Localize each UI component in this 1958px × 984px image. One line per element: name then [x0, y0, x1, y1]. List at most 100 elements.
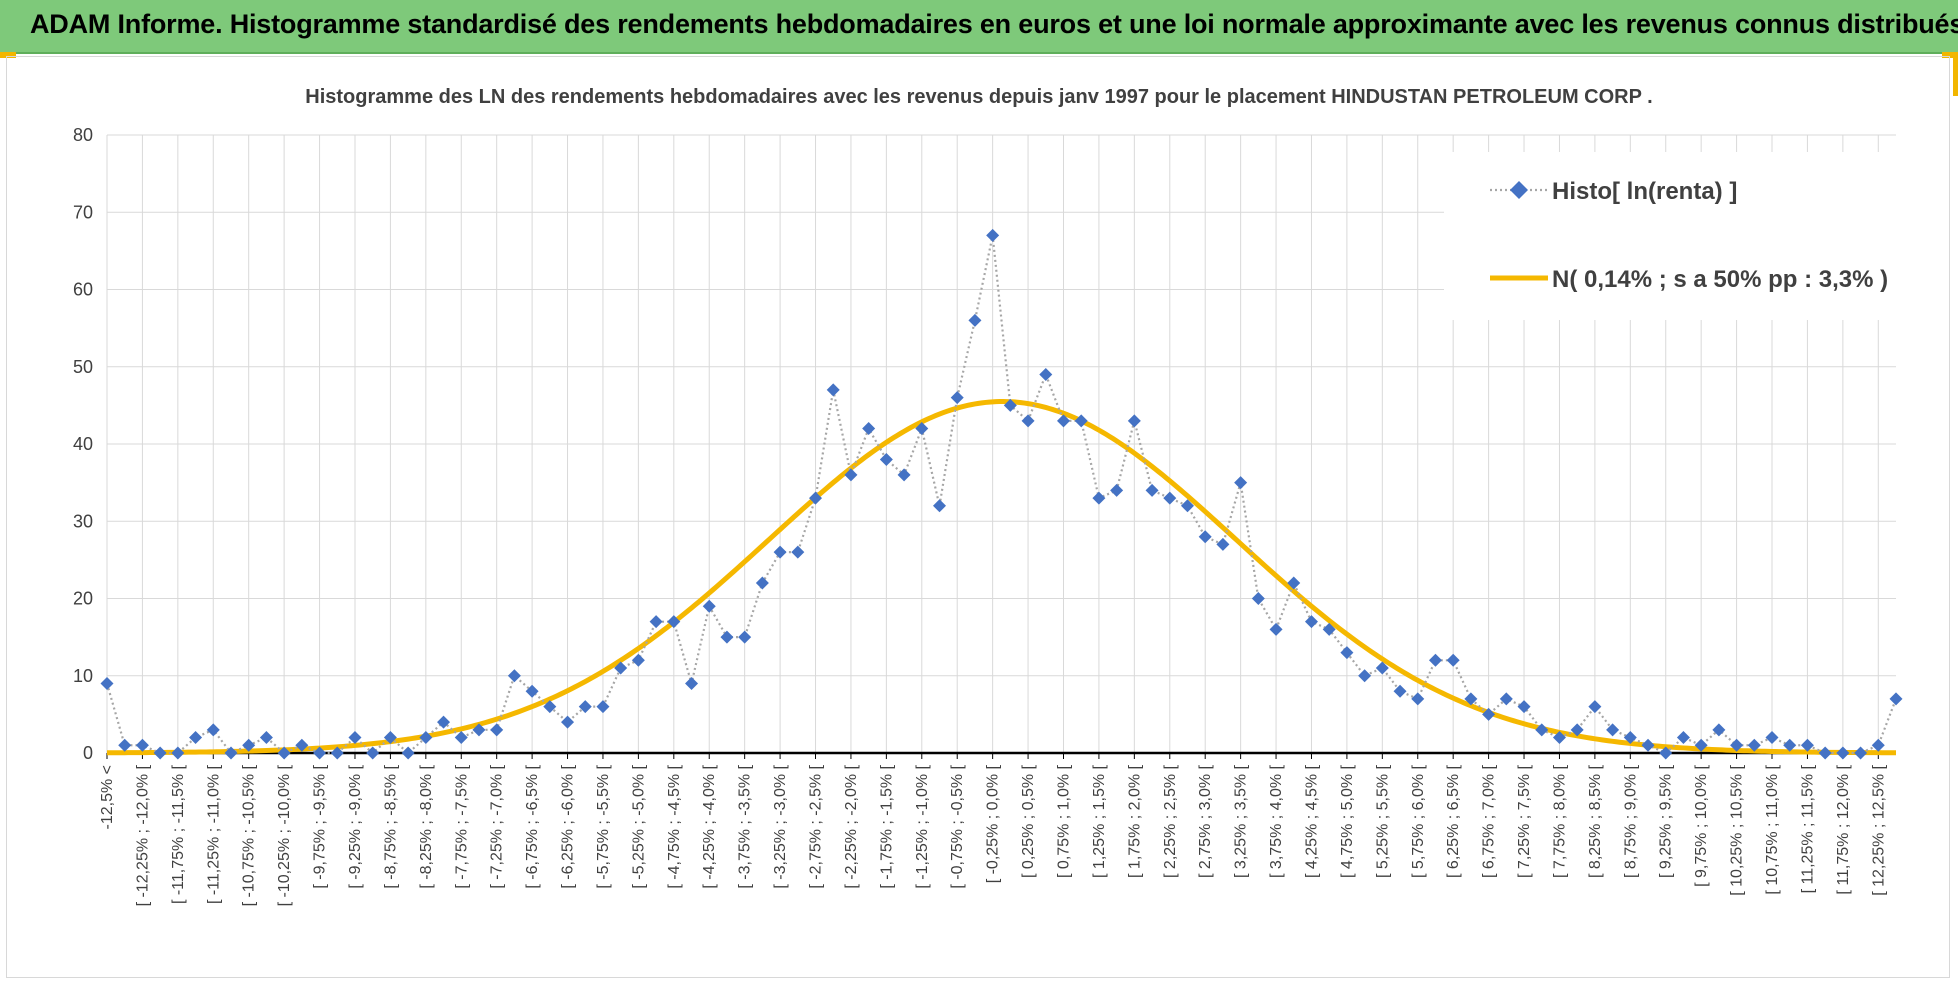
- histogram-point: [1659, 746, 1673, 760]
- x-tick-label: [ 3,25% ; 3,5% [: [1233, 764, 1250, 878]
- histogram-point: [1800, 738, 1814, 752]
- histogram-point: [313, 746, 327, 760]
- report-banner: ADAM Informe. Histogramme standardisé de…: [0, 0, 1958, 54]
- legend-swatch-histogram-marker: [1510, 181, 1528, 199]
- histogram-point: [614, 661, 628, 675]
- x-tick-label: [ -5,75% ; -5,5% [: [595, 764, 612, 888]
- x-tick-label: [ -8,75% ; -8,5% [: [382, 764, 399, 888]
- histogram-point: [720, 630, 734, 644]
- corner-accent-top-right: [1942, 52, 1958, 58]
- histogram-point: [1623, 731, 1637, 745]
- histogram-point: [844, 468, 858, 482]
- histogram-point: [578, 700, 592, 714]
- x-tick-label: [ -4,25% ; -4,0% [: [701, 764, 718, 888]
- histogram-point: [685, 676, 699, 690]
- histogram-point: [1145, 483, 1159, 497]
- x-tick-label: [ -6,75% ; -6,5% [: [524, 764, 541, 888]
- histogram-point: [862, 422, 876, 436]
- histogram-point: [1304, 615, 1318, 629]
- y-tick-label: 10: [73, 666, 93, 686]
- x-tick-label: [ 9,25% ; 9,5% [: [1658, 764, 1675, 878]
- histogram-point: [1676, 731, 1690, 745]
- histogram-point: [1730, 738, 1744, 752]
- x-tick-label: [ 9,75% ; 10,0% [: [1693, 764, 1710, 886]
- histogram-point: [437, 715, 451, 729]
- x-tick-label: [ 4,25% ; 4,5% [: [1303, 764, 1320, 878]
- y-tick-label: 80: [73, 125, 93, 145]
- x-tick-label: [ 2,75% ; 3,0% [: [1197, 764, 1214, 878]
- histogram-point: [242, 738, 256, 752]
- histogram-point: [1110, 483, 1124, 497]
- histogram-point: [755, 576, 769, 590]
- histogram-point: [915, 422, 929, 436]
- x-tick-label: [ -3,25% ; -3,0% [: [772, 764, 789, 888]
- x-tick-label: [ 10,25% ; 10,5% [: [1729, 764, 1746, 895]
- y-tick-label: 50: [73, 357, 93, 377]
- histogram-point: [1783, 738, 1797, 752]
- histogram-point: [472, 723, 486, 737]
- histogram-point: [1712, 723, 1726, 737]
- x-tick-label: [ -6,25% ; -6,0% [: [560, 764, 577, 888]
- histogram-point: [1889, 692, 1903, 706]
- report-title: ADAM Informe. Histogramme standardisé de…: [30, 9, 1958, 39]
- legend-label-histogram: Histo[ ln(renta) ]: [1552, 178, 1737, 205]
- histogram-point: [330, 746, 344, 760]
- histogram-point: [507, 669, 521, 683]
- histogram-point: [366, 746, 380, 760]
- histogram-point: [189, 731, 203, 745]
- x-tick-label: -12,5% <: [99, 765, 116, 829]
- y-tick-label: 20: [73, 589, 93, 609]
- x-tick-label: [ -3,75% ; -3,5% [: [737, 764, 754, 888]
- histogram-dotted-line: [105, 235, 1898, 755]
- histogram-point: [1322, 622, 1336, 636]
- x-tick-label: [ -9,25% ; -9,0% [: [347, 764, 364, 888]
- histogram-point: [1180, 499, 1194, 513]
- histogram-point: [118, 738, 132, 752]
- histogram-point: [259, 731, 273, 745]
- histogram-point: [702, 599, 716, 613]
- histogram-point: [667, 615, 681, 629]
- histogram-point: [401, 746, 415, 760]
- x-tick-label: [ 7,25% ; 7,5% [: [1516, 764, 1533, 878]
- chart-legend: Histo[ ln(renta) ] N( 0,14% ; s a 50% pp …: [1444, 152, 1944, 320]
- chart-title: Histogramme des LN des rendements hebdom…: [305, 86, 1652, 108]
- histogram-point: [1836, 746, 1850, 760]
- x-tick-label: [ 8,25% ; 8,5% [: [1587, 764, 1604, 878]
- histogram-point: [897, 468, 911, 482]
- x-tick-label: [ 11,75% ; 12,0% [: [1835, 764, 1852, 894]
- histogram-point: [1269, 622, 1283, 636]
- histogram-point: [561, 715, 575, 729]
- histogram-point: [1606, 723, 1620, 737]
- histogram-point: [1127, 414, 1141, 428]
- histogram-point: [1340, 646, 1354, 660]
- histogram-point: [950, 391, 964, 405]
- histogram-point: [295, 738, 309, 752]
- histogram-point: [525, 684, 539, 698]
- grid-lines: [106, 134, 1896, 759]
- histogram-point: [1003, 398, 1017, 412]
- histogram-point: [826, 383, 840, 397]
- histogram-point: [1446, 653, 1460, 667]
- x-tick-label: [ -11,75% ; -11,5% [: [170, 764, 187, 904]
- x-tick-label: [ 1,75% ; 2,0% [: [1126, 764, 1143, 878]
- histogram-point: [1482, 707, 1496, 721]
- histogram-point: [1854, 746, 1868, 760]
- histogram-point: [791, 545, 805, 559]
- x-tick-label: [ 6,75% ; 7,0% [: [1481, 764, 1498, 878]
- histogram-point: [631, 653, 645, 667]
- histogram-point: [1074, 414, 1088, 428]
- histogram-point: [1039, 367, 1053, 381]
- x-tick-label: [ -7,75% ; -7,5% [: [453, 764, 470, 888]
- normal-curve-line: [106, 399, 1897, 756]
- histogram-point: [1765, 731, 1779, 745]
- x-tick-label: [ 5,25% ; 5,5% [: [1374, 764, 1391, 878]
- histogram-point: [1216, 537, 1230, 551]
- histogram-point: [1234, 476, 1248, 490]
- x-axis-ticks: -12,5% < [ -12,25% ; -12,0% [ [ -11,75% ; …: [99, 764, 1887, 906]
- x-tick-label: [ 3,75% ; 4,0% [: [1268, 764, 1285, 878]
- y-tick-label: 30: [73, 511, 93, 531]
- x-tick-label: [ -12,25% ; -12,0% [: [134, 764, 151, 906]
- histogram-point: [1056, 414, 1070, 428]
- corner-accent-top-left: [0, 52, 16, 58]
- histogram-point: [1198, 530, 1212, 544]
